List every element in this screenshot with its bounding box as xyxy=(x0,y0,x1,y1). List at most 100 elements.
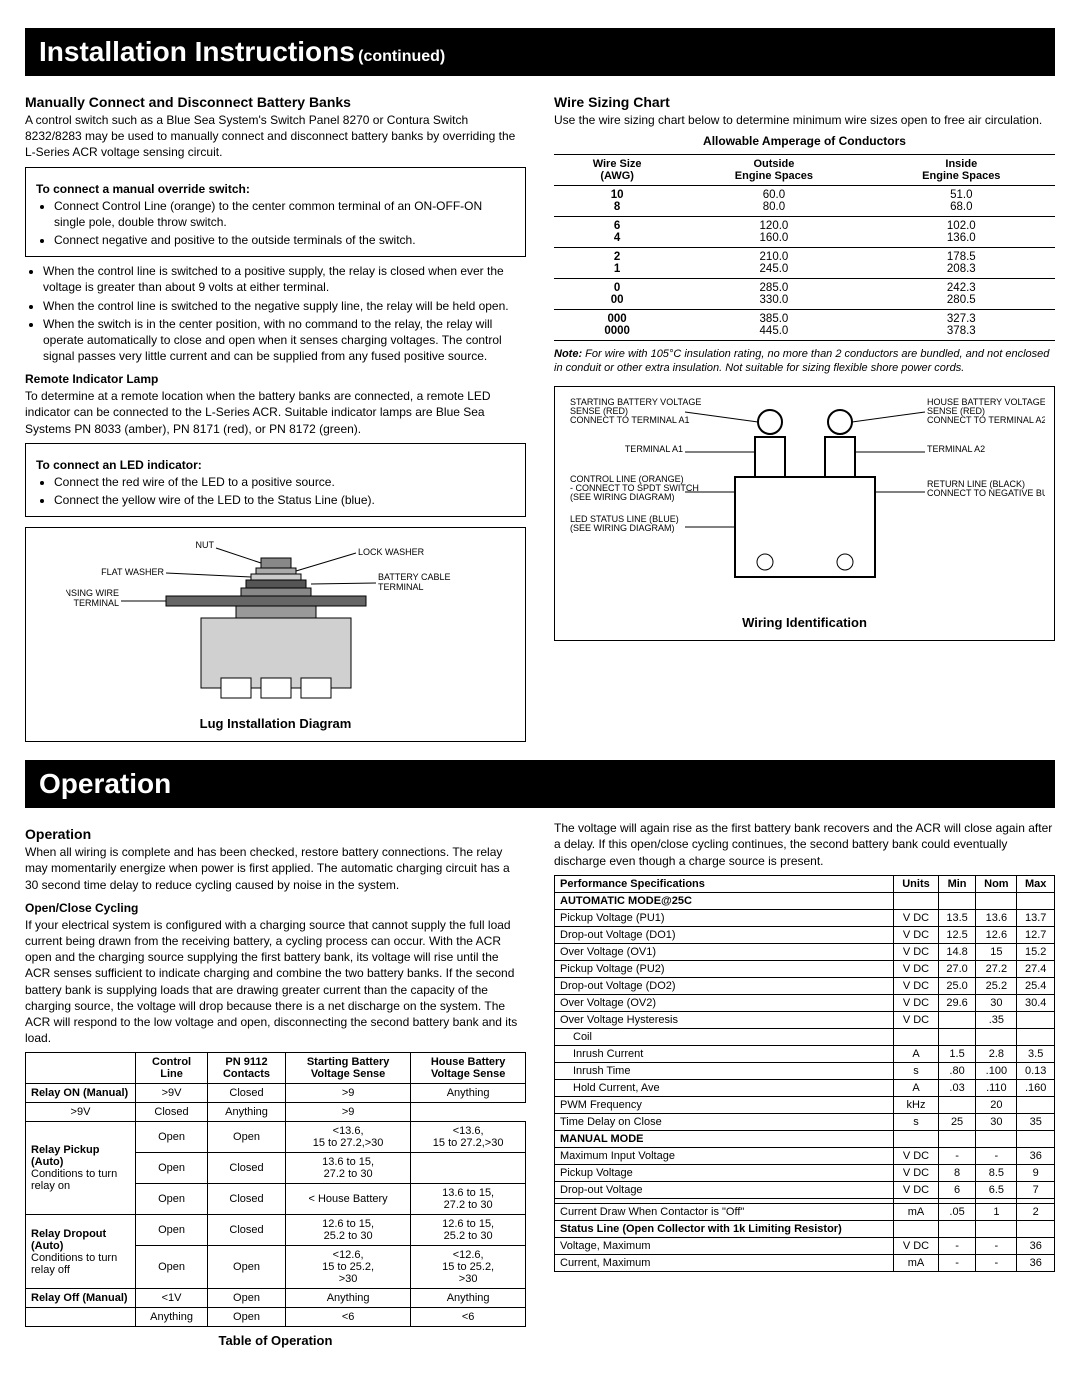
table-cell: .35 xyxy=(976,1011,1017,1028)
table-header: Wire Size(AWG) xyxy=(554,155,680,186)
table-cell: 8.5 xyxy=(976,1164,1017,1181)
table-cell: 2 xyxy=(1017,1203,1055,1220)
table-cell: Open xyxy=(208,1289,286,1308)
table-cell xyxy=(1017,1011,1055,1028)
table-row-label: Relay ON (Manual) xyxy=(26,1084,136,1103)
table-cell xyxy=(976,1130,1017,1147)
table-cell: <12.6,15 to 25.2,>30 xyxy=(411,1246,526,1289)
table-cell: 0000000 xyxy=(554,310,680,341)
table-cell: 29.6 xyxy=(938,994,976,1011)
table-cell: Over Voltage Hysteresis xyxy=(555,1011,894,1028)
list-item: When the switch is in the center positio… xyxy=(43,316,526,365)
op-text: When all wiring is complete and has been… xyxy=(25,844,526,893)
table-row-label: Relay Pickup (Auto)Conditions to turn re… xyxy=(26,1122,136,1215)
table-cell: Open xyxy=(208,1122,286,1153)
table-cell: Pickup Voltage xyxy=(555,1164,894,1181)
table-cell: 3.5 xyxy=(1017,1045,1055,1062)
table-cell: <13.6,15 to 27.2,>30 xyxy=(411,1122,526,1153)
table-cell: V DC xyxy=(894,1181,939,1198)
manual-connect-heading: Manually Connect and Disconnect Battery … xyxy=(25,94,526,110)
table-cell: Over Voltage (OV2) xyxy=(555,994,894,1011)
lug-diagram-svg: NUT LOCK WASHER FLAT WASHER BATTERY CABL… xyxy=(66,538,486,708)
remote-lamp-text: To determine at a remote location when t… xyxy=(25,388,526,437)
list-item: When the control line is switched to a p… xyxy=(43,263,526,295)
table-row-label: Relay Dropout (Auto)Conditions to turn r… xyxy=(26,1215,136,1289)
table-cell: Anything xyxy=(208,1103,286,1122)
manual-connect-text: A control switch such as a Blue Sea Syst… xyxy=(25,112,526,161)
table-cell: - xyxy=(976,1254,1017,1271)
table-cell: <6 xyxy=(285,1308,410,1327)
table-cell: Anything xyxy=(411,1084,526,1103)
table-cell: 14.8 xyxy=(938,943,976,960)
table-cell: Status Line (Open Collector with 1k Limi… xyxy=(555,1220,894,1237)
installation-header: Installation Instructions (continued) xyxy=(25,28,1055,76)
table-cell: Drop-out Voltage xyxy=(555,1181,894,1198)
table-cell: AUTOMATIC MODE@25C xyxy=(555,892,894,909)
table-cell: PWM Frequency xyxy=(555,1096,894,1113)
table-cell: 12.6 xyxy=(976,926,1017,943)
table-cell: Open xyxy=(208,1246,286,1289)
table-cell: < House Battery xyxy=(285,1184,410,1215)
table-cell: mA xyxy=(894,1203,939,1220)
table-cell: V DC xyxy=(894,977,939,994)
table-cell: V DC xyxy=(894,1011,939,1028)
table-cell: 000 xyxy=(554,279,680,310)
table-cell: .05 xyxy=(938,1203,976,1220)
table-cell: Open xyxy=(136,1153,208,1184)
table-cell xyxy=(976,1028,1017,1045)
table-cell: 27.0 xyxy=(938,960,976,977)
table-cell xyxy=(1017,1220,1055,1237)
amperage-table: Wire Size(AWG)OutsideEngine SpacesInside… xyxy=(554,154,1055,341)
table-cell xyxy=(938,1130,976,1147)
svg-text:NUT: NUT xyxy=(195,540,214,550)
table-header: Max xyxy=(1017,875,1055,892)
table-cell: Closed xyxy=(208,1184,286,1215)
table-cell: 21 xyxy=(554,248,680,279)
table-row-label: Relay Off (Manual) xyxy=(26,1289,136,1308)
table-cell xyxy=(894,1220,939,1237)
table-cell: - xyxy=(938,1237,976,1254)
table-cell: mA xyxy=(894,1254,939,1271)
table-cell: 13.6 to 15,27.2 to 30 xyxy=(411,1184,526,1215)
list-item: Connect Control Line (orange) to the cen… xyxy=(54,198,515,230)
table-cell: 25 xyxy=(938,1113,976,1130)
override-switch-heading: To connect a manual override switch: xyxy=(36,182,515,196)
table-cell: 12.7 xyxy=(1017,926,1055,943)
list-item: Connect the yellow wire of the LED to th… xyxy=(54,492,515,508)
table-cell: 7 xyxy=(1017,1181,1055,1198)
table-cell: 20 xyxy=(976,1096,1017,1113)
table-cell: .160 xyxy=(1017,1079,1055,1096)
table-cell: 13.5 xyxy=(938,909,976,926)
table-cell: 1 xyxy=(976,1203,1017,1220)
table-cell: Pickup Voltage (PU2) xyxy=(555,960,894,977)
table-cell: 178.5208.3 xyxy=(868,248,1055,279)
table-cell: A xyxy=(894,1045,939,1062)
table-cell: Drop-out Voltage (DO1) xyxy=(555,926,894,943)
table-cell: Closed xyxy=(136,1103,208,1122)
table-cell: Closed xyxy=(208,1153,286,1184)
table-cell: s xyxy=(894,1113,939,1130)
wiring-diagram-box: STARTING BATTERY VOLTAGESENSE (RED)CONNE… xyxy=(554,386,1055,641)
op-subheading: Operation xyxy=(25,826,526,842)
table-cell: Anything xyxy=(285,1289,410,1308)
table-cell: Maximum Input Voltage xyxy=(555,1147,894,1164)
table-cell: 0.13 xyxy=(1017,1062,1055,1079)
table-cell: - xyxy=(938,1147,976,1164)
table-header: InsideEngine Spaces xyxy=(868,155,1055,186)
table-cell xyxy=(894,1130,939,1147)
table-cell: 120.0160.0 xyxy=(680,217,867,248)
table-cell: Anything xyxy=(136,1308,208,1327)
table-cell: 12.6 to 15,25.2 to 30 xyxy=(285,1215,410,1246)
table-cell: Inrush Time xyxy=(555,1062,894,1079)
svg-text:TERMINAL A2: TERMINAL A2 xyxy=(927,444,985,454)
table-cell xyxy=(938,1011,976,1028)
table-row-label xyxy=(26,1308,136,1327)
table-cell: Pickup Voltage (PU1) xyxy=(555,909,894,926)
table-cell: <1V xyxy=(136,1289,208,1308)
table-cell: 51.068.0 xyxy=(868,186,1055,217)
table-cell: 327.3378.3 xyxy=(868,310,1055,341)
led-indicator-heading: To connect an LED indicator: xyxy=(36,458,515,472)
wire-sizing-text: Use the wire sizing chart below to deter… xyxy=(554,112,1055,128)
table-cell: 60.080.0 xyxy=(680,186,867,217)
table-cell: V DC xyxy=(894,1147,939,1164)
